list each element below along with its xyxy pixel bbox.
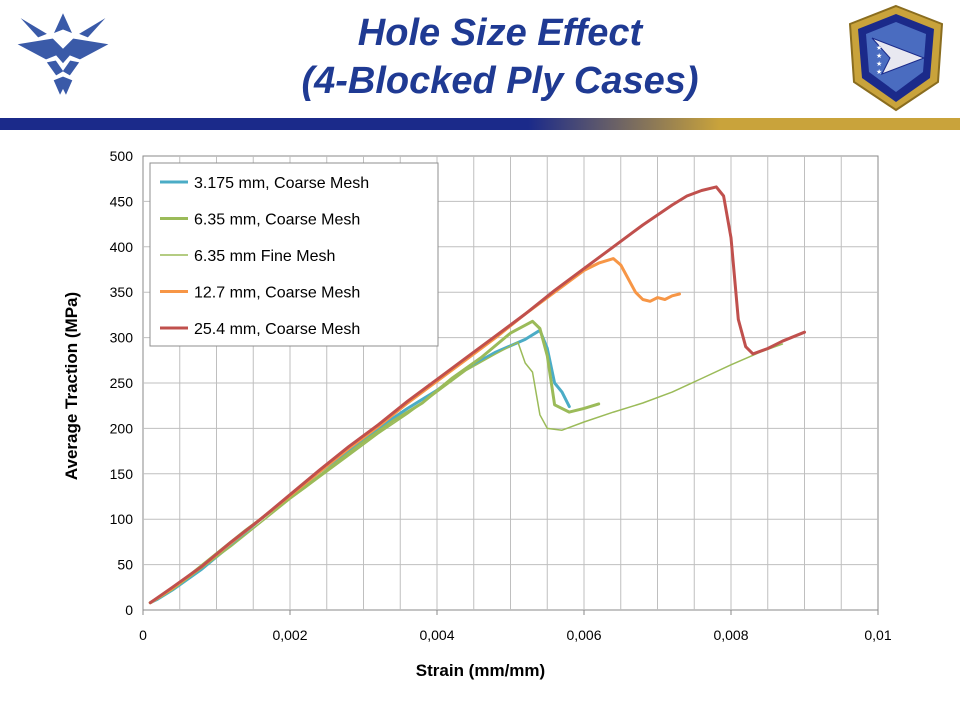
y-tick-label: 500	[110, 148, 134, 164]
y-tick-label: 100	[110, 511, 134, 527]
legend-box	[149, 162, 439, 347]
legend-label: 3.175 mm, Coarse Mesh	[194, 175, 369, 192]
x-tick-label: 0	[139, 627, 147, 643]
y-tick-label: 150	[110, 466, 134, 482]
legend-label: 12.7 mm, Coarse Mesh	[194, 285, 360, 302]
y-tick-label: 400	[110, 239, 134, 255]
svg-text:★: ★	[876, 52, 882, 60]
y-tick-label: 250	[110, 375, 134, 391]
x-tick-label: 0,008	[713, 627, 748, 643]
legend-label: 6.35 mm, Coarse Mesh	[194, 212, 360, 229]
y-tick-label: 200	[110, 420, 134, 436]
x-tick-label: 0,006	[566, 627, 601, 643]
svg-text:★: ★	[876, 60, 882, 68]
series-line	[148, 185, 806, 605]
y-tick-label: 350	[110, 284, 134, 300]
series-line	[149, 341, 784, 604]
air-force-wings-logo	[14, 10, 112, 98]
y-axis-title: Average Traction (MPa)	[62, 292, 81, 480]
air-force-research-laboratory-emblem: ★★★★	[848, 4, 944, 112]
slide-title: Hole Size Effect	[357, 12, 643, 54]
svg-text:★: ★	[876, 44, 882, 52]
y-tick-label: 300	[110, 330, 134, 346]
y-tick-label: 0	[125, 602, 133, 618]
x-tick-label: 0,01	[864, 627, 891, 643]
x-axis-title: Strain (mm/mm)	[416, 661, 545, 680]
svg-text:★: ★	[876, 68, 882, 76]
y-tick-label: 450	[110, 193, 134, 209]
legend-label: 6.35 mm Fine Mesh	[194, 248, 335, 265]
slide-subtitle: (4-Blocked Ply Cases)	[301, 60, 699, 102]
legend-label: 25.4 mm, Coarse Mesh	[194, 321, 360, 338]
y-tick-label: 50	[117, 557, 133, 573]
x-tick-label: 0,002	[272, 627, 307, 643]
header-divider-bar	[0, 118, 960, 130]
x-tick-label: 0,004	[419, 627, 454, 643]
